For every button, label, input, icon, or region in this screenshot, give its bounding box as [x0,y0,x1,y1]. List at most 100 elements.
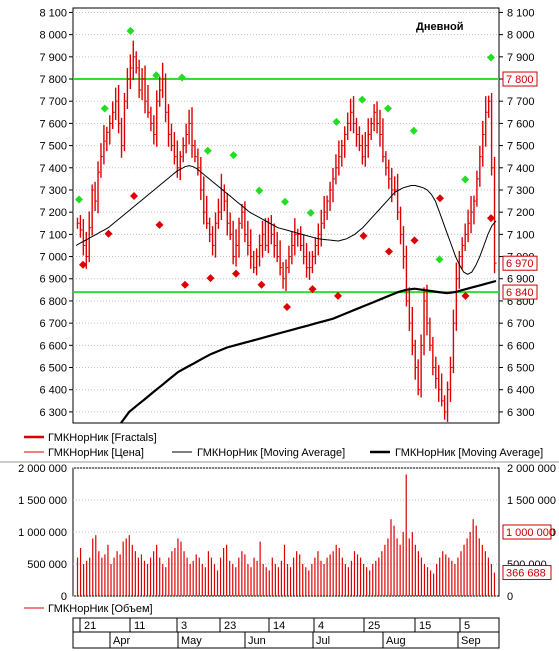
fractal-up-marker [255,186,264,195]
price-tick-label: 6 400 [507,385,535,397]
price-tick-label: 6 600 [507,340,535,352]
fractal-up-marker [281,197,289,206]
fractal-up-marker [461,175,470,184]
date-day-label: 5 [464,620,470,632]
legend-price: ГМКНорНик [Цена] [48,447,144,459]
moving-average-lines [75,165,497,424]
price-value-tags: 7 800 6 970 6 840 [502,71,538,300]
price-tick-label: 7 600 [507,118,535,130]
price-tick-label: 7 100 [39,229,67,241]
fractal-up-marker [332,117,341,126]
price-tick-label: 7 800 [39,74,67,86]
volume-tick-label: 0 [507,591,513,603]
fractal-down-marker [487,214,495,223]
fractal-up-marker [487,53,495,62]
fractal-down-marker [461,291,470,300]
price-tick-label: 7 200 [507,207,535,219]
volume-value-tag: 1 000 000 [506,527,555,539]
price-value-tag-box [502,71,538,87]
price-tick-label: 7 000 [39,252,67,264]
price-y-axis-right: 8 100 8 000 7 900 7 800 7 700 7 600 7 500 7 400… [499,7,535,419]
fractal-down-marker [232,269,240,278]
price-tick-label: 6 300 [39,407,67,419]
volume-tick-label: 1 500 000 [18,495,67,507]
volume-value-tag-box [502,524,552,540]
price-tick-label: 6 600 [39,340,67,352]
fractal-down-marker [283,302,291,311]
date-day-label: 3 [181,620,187,632]
price-tick-label: 8 100 [39,7,67,19]
date-month-label: Jul [316,635,330,647]
fractal-up-marker [126,26,135,35]
fractal-up-marker [203,146,212,155]
price-tick-label: 7 400 [39,163,67,175]
fractal-down-marker [206,274,215,283]
volume-value-tags: 1 000 000 366 688 [502,524,555,581]
legend-volume: ГМКНорНик [Объем] [48,603,153,615]
price-tick-label: 6 800 [39,296,67,308]
date-day-label: 11 [134,620,145,632]
fractal-down-marker [257,280,266,289]
volume-tick-label: 2 000 000 [507,463,556,475]
volume-value-tag: 366 688 [506,568,546,580]
fractal-down-marker [385,247,393,256]
price-tick-label: 7 200 [39,207,67,219]
date-day-label: 21 [84,620,96,632]
price-legend: ГМКНорНик [Fractals] ГМКНорНик [Цена] ГМ… [24,432,543,459]
price-value-tag: 6 840 [506,287,534,299]
date-month-label: May [181,635,202,647]
fractal-up-marker [358,95,367,104]
date-month-label: Apr [113,635,130,647]
price-tick-label: 7 100 [507,229,535,241]
price-tick-label: 6 700 [507,318,535,330]
moving-average-long-line [120,279,497,424]
volume-tick-label: 2 000 000 [18,463,67,475]
price-tick-label: 7 500 [39,141,67,153]
volume-tick-label: 500 000 [27,559,67,571]
volume-tick-label: 1 500 000 [507,495,556,507]
price-value-tag: 6 970 [506,258,534,270]
fractal-down-marker [308,285,317,294]
volume-y-axis-left: 2 000 000 1 500 000 1 000 000 500 000 0 [18,463,67,603]
price-tick-label: 6 900 [507,274,535,286]
price-tick-label: 7 500 [507,141,535,153]
legend-fractals: ГМКНорНик [Fractals] [48,432,157,444]
fractal-up-marker [152,71,161,80]
price-value-tag: 7 800 [506,74,534,86]
fractal-up-marker [306,208,315,217]
date-month-label: Aug [386,635,406,647]
fractal-up-marker [384,104,392,113]
fractal-up-marker [435,255,444,264]
price-value-tag-box [502,255,538,271]
price-tick-label: 7 900 [39,52,67,64]
fractal-down-marker [410,236,419,245]
price-tick-label: 8 000 [39,30,67,42]
fractal-up-marker [178,73,186,82]
chart-title: Дневной [416,21,464,33]
date-axis [72,617,500,649]
price-tick-label: 7 300 [39,185,67,197]
volume-bars [76,474,496,596]
date-month-label: Jun [248,635,266,647]
fractal-up-marker [229,151,238,160]
date-axis-labels: 21 11 3 23 14 4 25 15 5 Apr May Jun Jul Aug Sep [79,618,481,648]
price-tick-label: 7 700 [39,96,67,108]
price-tick-label: 7 300 [507,185,535,197]
price-y-axis-left: 8 100 8 000 7 900 7 800 7 700 7 600 7 500 7 400… [39,7,73,419]
date-day-label: 4 [318,620,324,632]
price-tick-label: 6 500 [507,363,535,375]
price-tick-label: 8 100 [507,7,535,19]
price-tick-label: 8 000 [507,30,535,42]
price-tick-label: 7 400 [507,163,535,175]
fractal-markers [75,26,495,311]
moving-average-short-line [75,165,497,275]
fractal-down-marker [334,291,342,300]
legend-ma-long: ГМКНорНик [Moving Average] [395,447,543,459]
date-day-label: 25 [368,620,380,632]
fractal-down-marker [130,191,138,200]
fractal-down-marker [181,280,189,289]
volume-tick-label: 0 [61,591,67,603]
price-tick-label: 6 500 [39,363,67,375]
price-bars [76,40,497,422]
